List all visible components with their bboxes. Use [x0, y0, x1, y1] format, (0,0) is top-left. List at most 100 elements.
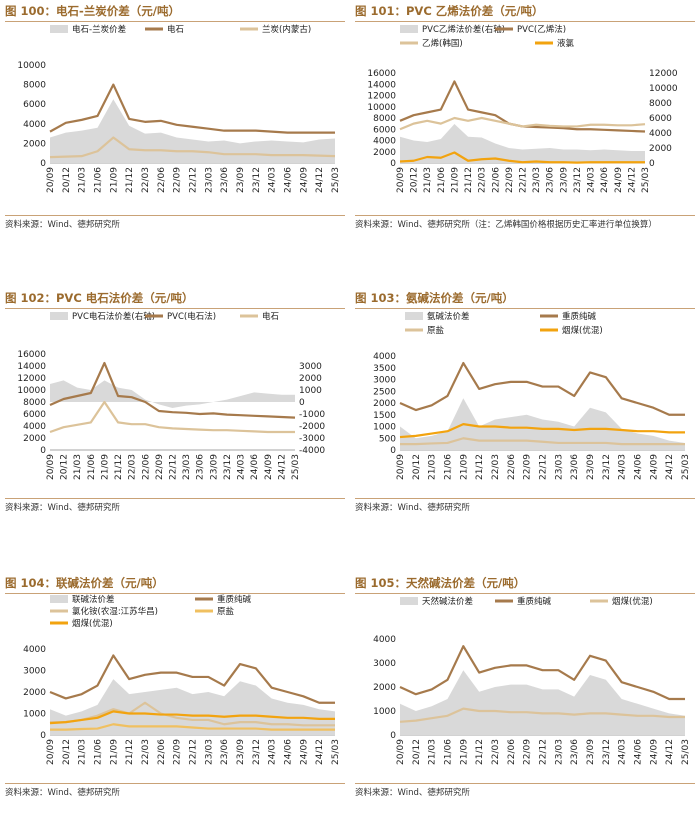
series-line-4	[49, 710, 335, 725]
x-tick-label: 23/03	[182, 454, 192, 480]
y2-tick-label: -4000	[299, 446, 325, 456]
legend: 电石-兰炭价差 电石 兰炭(内蒙古)	[50, 24, 311, 35]
x-tick-label: 24/12	[315, 167, 325, 193]
y-axis-left: 0 2000 4000 6000 8000 10000	[17, 61, 46, 169]
legend-label: 烟煤(优混)	[612, 596, 653, 607]
legend-label: 重质纯碱	[562, 311, 597, 322]
x-tick-label: 21/06	[87, 454, 97, 480]
x-tick-label: 23/06	[546, 167, 556, 193]
legend: PVC乙烯法价差(右轴) PVC(乙烯法) 乙烯(韩国) 液氯	[400, 24, 575, 49]
y2-tick-label: 3000	[299, 362, 322, 372]
chart-title: 图 100：电石-兰炭价差（元/吨）	[5, 3, 345, 22]
x-tick-label: 23/06	[570, 739, 580, 765]
x-tick-label: 25/03	[641, 167, 651, 193]
y-tick-label: 4000	[373, 635, 396, 645]
series-line-2	[49, 136, 336, 159]
y-tick-label: 2000	[373, 399, 396, 409]
x-tick-label: 23/12	[223, 454, 233, 480]
y-tick-label: 2000	[23, 688, 46, 698]
legend-swatch	[400, 25, 418, 33]
x-tick-label: 21/12	[125, 167, 135, 193]
x-tick-label: 22/03	[491, 739, 501, 765]
x-tick-label: 20/12	[412, 454, 422, 480]
y2-tick-label: 8000	[649, 99, 672, 109]
y-tick-label: 0	[390, 159, 396, 169]
series-area-0	[400, 670, 685, 735]
x-tick-label: 21/03	[73, 454, 83, 480]
x-tick-label: 22/03	[128, 454, 138, 480]
y-tick-label: 4000	[23, 120, 46, 130]
x-tick-label: 21/03	[428, 454, 438, 480]
legend: PVC电石法价差(右轴) PVC(电石法) 电石	[50, 311, 279, 322]
y2-tick-label: 4000	[649, 129, 672, 139]
y2-tick-label: 10000	[649, 84, 678, 94]
y-tick-label: 14000	[17, 362, 46, 372]
x-tick-label: 22/12	[189, 739, 199, 765]
y-tick-label: 10000	[17, 386, 46, 396]
series-line-2	[49, 400, 295, 434]
y-tick-label: 2000	[373, 683, 396, 693]
legend-label: 原盐	[217, 606, 235, 617]
x-tick-label: 20/09	[46, 739, 56, 765]
x-tick-label: 24/09	[649, 739, 659, 765]
y-axis-left: 0 1000 2000 3000 4000	[373, 635, 396, 741]
x-tick-label: 22/12	[169, 454, 179, 480]
legend-label: 联碱法价差	[72, 594, 115, 605]
x-tick-label: 23/03	[204, 167, 214, 193]
y2-tick-label: -3000	[299, 434, 325, 444]
x-tick-label: 22/09	[523, 454, 533, 480]
y2-tick-label: 1000	[299, 386, 322, 396]
y-tick-label: 4000	[23, 422, 46, 432]
legend-label: PVC(电石法)	[167, 311, 216, 322]
x-axis-labels: 20/09 20/12 21/03 21/06 21/09 21/12 22/03 22/06…	[396, 454, 691, 480]
chart-panel-103: 图 103：氨碱法价差（元/吨） 氨碱法价差 重质纯碱 原盐 烟煤(优混) 0 500 10…	[355, 290, 695, 540]
legend-label: PVC(乙烯法)	[517, 24, 566, 35]
y-tick-label: 3000	[373, 659, 396, 669]
x-tick-label: 23/12	[602, 454, 612, 480]
x-tick-label: 23/09	[586, 454, 596, 480]
x-tick-label: 24/09	[299, 739, 309, 765]
x-tick-label: 21/09	[459, 739, 469, 765]
chart-title: 图 101：PVC 乙烯法价差（元/吨）	[355, 3, 695, 22]
y2-tick-label: 6000	[649, 114, 672, 124]
chart-panel-102: 图 102：PVC 电石法价差（元/吨） PVC电石法价差(右轴) PVC(电石法…	[5, 290, 345, 540]
x-tick-label: 21/06	[444, 454, 454, 480]
source-note: 资料来源：Wind、德邦研究所	[355, 783, 695, 798]
legend-label: 重质纯碱	[217, 594, 252, 605]
y-axis-right: 0 2000 4000 6000 8000 10000 12000	[649, 69, 678, 169]
y-tick-label: 4000	[23, 645, 46, 655]
x-tick-label: 25/03	[291, 454, 301, 480]
y-tick-label: 16000	[17, 350, 46, 360]
chart-panel-101: 图 101：PVC 乙烯法价差（元/吨） PVC乙烯法价差(右轴) PVC(乙烯法…	[355, 3, 695, 253]
x-tick-label: 21/06	[444, 739, 454, 765]
y-axis-right: -4000 -3000 -2000 -1000 0 1000 2000 3000	[299, 362, 325, 456]
x-tick-label: 24/03	[268, 739, 278, 765]
series-area-0	[400, 124, 645, 163]
x-tick-label: 23/03	[554, 739, 564, 765]
x-tick-label: 24/12	[665, 739, 675, 765]
x-tick-label: 22/09	[173, 739, 183, 765]
x-axis-labels: 20/09 20/12 21/03 21/06 21/09 21/12 22/03 22/06…	[46, 454, 301, 480]
x-axis-labels: 20/09 20/12 21/03 21/06 21/09 21/12 22/03 22/06…	[46, 739, 341, 765]
y-tick-label: 3000	[373, 376, 396, 386]
series-line-3	[399, 423, 685, 439]
x-tick-label: 22/09	[523, 739, 533, 765]
x-tick-label: 23/12	[602, 739, 612, 765]
y-tick-label: 2000	[373, 148, 396, 158]
y-tick-label: 1000	[373, 423, 396, 433]
y-tick-label: 4000	[373, 352, 396, 362]
source-note: 资料来源：Wind、德邦研究所	[5, 498, 345, 513]
legend-label: 原盐	[427, 325, 445, 336]
x-tick-label: 23/12	[252, 167, 262, 193]
x-axis-labels: 20/09 20/12 21/03 21/06 21/09 21/12 22/03 22/06…	[396, 739, 691, 765]
x-tick-label: 23/12	[252, 739, 262, 765]
x-tick-label: 22/12	[519, 167, 529, 193]
y-tick-label: 2000	[23, 434, 46, 444]
x-tick-label: 24/03	[618, 454, 628, 480]
x-tick-label: 24/03	[587, 167, 597, 193]
x-tick-label: 22/03	[141, 739, 151, 765]
series-line-2	[399, 116, 646, 131]
